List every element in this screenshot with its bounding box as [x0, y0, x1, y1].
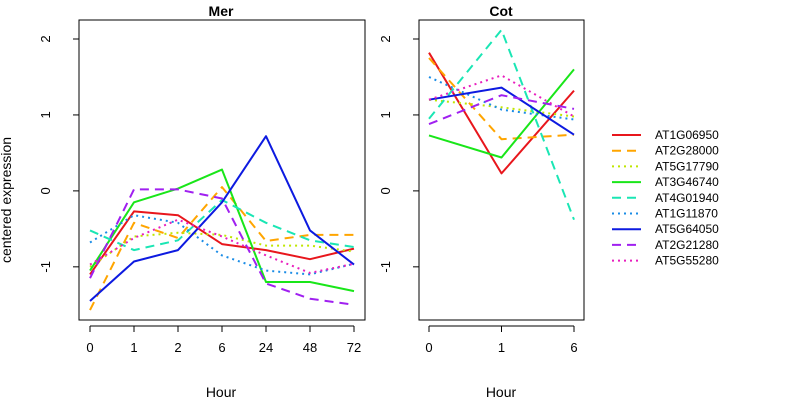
- x-tick-label: 24: [259, 340, 273, 355]
- plot-frame: [78, 19, 366, 321]
- series-line-at1g06950: [89, 210, 355, 275]
- y-tick-label: 0: [38, 187, 53, 194]
- x-tick-label: 2: [174, 340, 181, 355]
- x-tick-label: 1: [498, 340, 505, 355]
- y-tick-label: 2: [38, 35, 53, 42]
- panel-cot: Cot Hour -1 0 1 2 0 1 6: [378, 3, 585, 400]
- series-line-at4g01940: [428, 28, 575, 221]
- panel-title: Cot: [489, 3, 513, 19]
- series-line-at3g46740: [89, 168, 355, 293]
- series-line-at1g06950: [428, 52, 575, 175]
- legend-label: AT5G17790: [655, 159, 719, 173]
- series-line-at5g17790: [428, 98, 575, 118]
- series-line-at5g17790: [89, 231, 355, 268]
- series-line-at3g46740: [428, 68, 575, 159]
- legend-label: AT1G11870: [655, 207, 718, 221]
- x-tick-label: 0: [425, 340, 432, 355]
- panel-mer: Mer Hour -1 0 1 2 0 1 2 6 24 48 72: [38, 3, 366, 400]
- series-line-at2g28000: [89, 186, 354, 311]
- legend-label: AT4G01940: [655, 191, 719, 205]
- x-tick-label: 6: [218, 340, 225, 355]
- x-axis-label: Hour: [206, 384, 237, 400]
- legend-label: AT5G55280: [655, 254, 719, 268]
- x-tick-label: 48: [303, 340, 317, 355]
- x-tick-label: 6: [570, 340, 577, 355]
- x-tick-label: 72: [347, 340, 361, 355]
- legend-label: AT1G06950: [655, 128, 719, 142]
- series-line-at4g01940: [89, 199, 355, 252]
- x-tick-label: 1: [130, 340, 137, 355]
- plot-frame: [418, 19, 585, 321]
- series-line-at2g28000: [428, 57, 575, 141]
- series-line-at5g55280: [89, 218, 355, 274]
- y-tick-label: 1: [38, 111, 53, 118]
- series-line-at2g21280: [89, 188, 355, 306]
- series-line-at5g64050: [89, 135, 355, 302]
- y-tick-label: 0: [378, 187, 393, 194]
- legend-label: AT5G64050: [655, 222, 719, 236]
- y-tick-label: 2: [378, 35, 393, 42]
- legend-label: AT2G21280: [655, 238, 719, 252]
- y-axis-label: centered expression: [0, 137, 14, 263]
- y-tick-label: -1: [38, 261, 53, 273]
- series-line-at1g11870: [89, 214, 355, 276]
- series-line-at5g55280: [428, 74, 575, 118]
- legend-label: AT2G28000: [655, 144, 719, 158]
- series-line-at5g64050: [428, 86, 575, 136]
- panel-title: Mer: [209, 3, 234, 19]
- legend-label: AT3G46740: [655, 175, 719, 189]
- series-line-at2g21280: [428, 94, 575, 126]
- x-tick-label: 0: [86, 340, 93, 355]
- x-axis-label: Hour: [486, 384, 517, 400]
- y-tick-label: 1: [378, 111, 393, 118]
- y-tick-label: -1: [378, 261, 393, 273]
- series-line-at1g11870: [428, 76, 575, 121]
